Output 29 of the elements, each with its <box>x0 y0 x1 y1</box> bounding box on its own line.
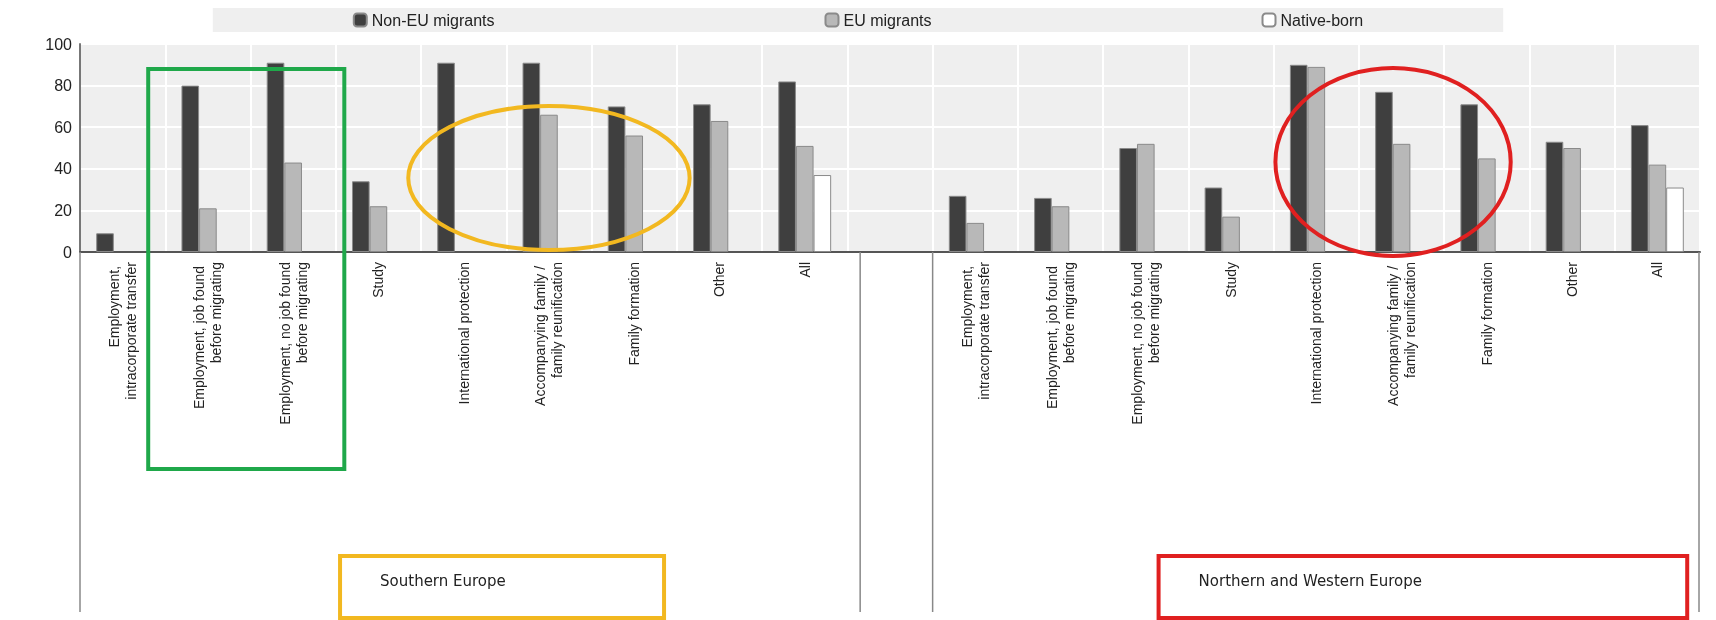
text: Southern Europe <box>380 572 506 590</box>
x-tick-label: Family formation <box>626 262 643 366</box>
x-tick-label: Employment, intracorporate transfer <box>106 261 140 400</box>
y-tick-label: 40 <box>54 160 73 178</box>
x-tick-label: All <box>1649 262 1666 278</box>
x-tick-label: Employment, job found before migrating <box>1044 262 1078 410</box>
y-tick-label: 100 <box>45 35 73 53</box>
x-tick-label: Accompanying family / family reunification <box>1385 262 1419 406</box>
y-tick-label: 60 <box>54 118 73 136</box>
x-tick-label: Employment, intracorporate transfer <box>958 261 992 400</box>
x-tick-label: International protection <box>1308 262 1325 405</box>
x-tick-label: Other <box>711 261 728 298</box>
x-tick-label: Employment, job found before migrating <box>191 262 225 410</box>
x-tick-label: All <box>796 262 813 278</box>
bar <box>96 233 114 252</box>
y-tick-label: 80 <box>54 77 73 95</box>
legend-label: EU migrants <box>843 11 932 29</box>
x-tick-label: Study <box>1223 262 1240 298</box>
x-tick-label: Other <box>1564 261 1581 298</box>
text: Northern and Western Europe <box>1198 572 1422 590</box>
x-tick-label: Accompanying family / family reunification <box>532 262 566 406</box>
y-tick-label: 0 <box>63 243 73 261</box>
legend-label: Native-born <box>1280 11 1364 29</box>
x-tick-label: International protection <box>455 262 472 405</box>
bar <box>437 62 455 252</box>
x-tick-label: Study <box>370 262 387 298</box>
x-tick-label: Family formation <box>1478 262 1495 366</box>
legend-label: Non-EU migrants <box>371 11 495 29</box>
y-tick-label: 20 <box>54 201 73 219</box>
